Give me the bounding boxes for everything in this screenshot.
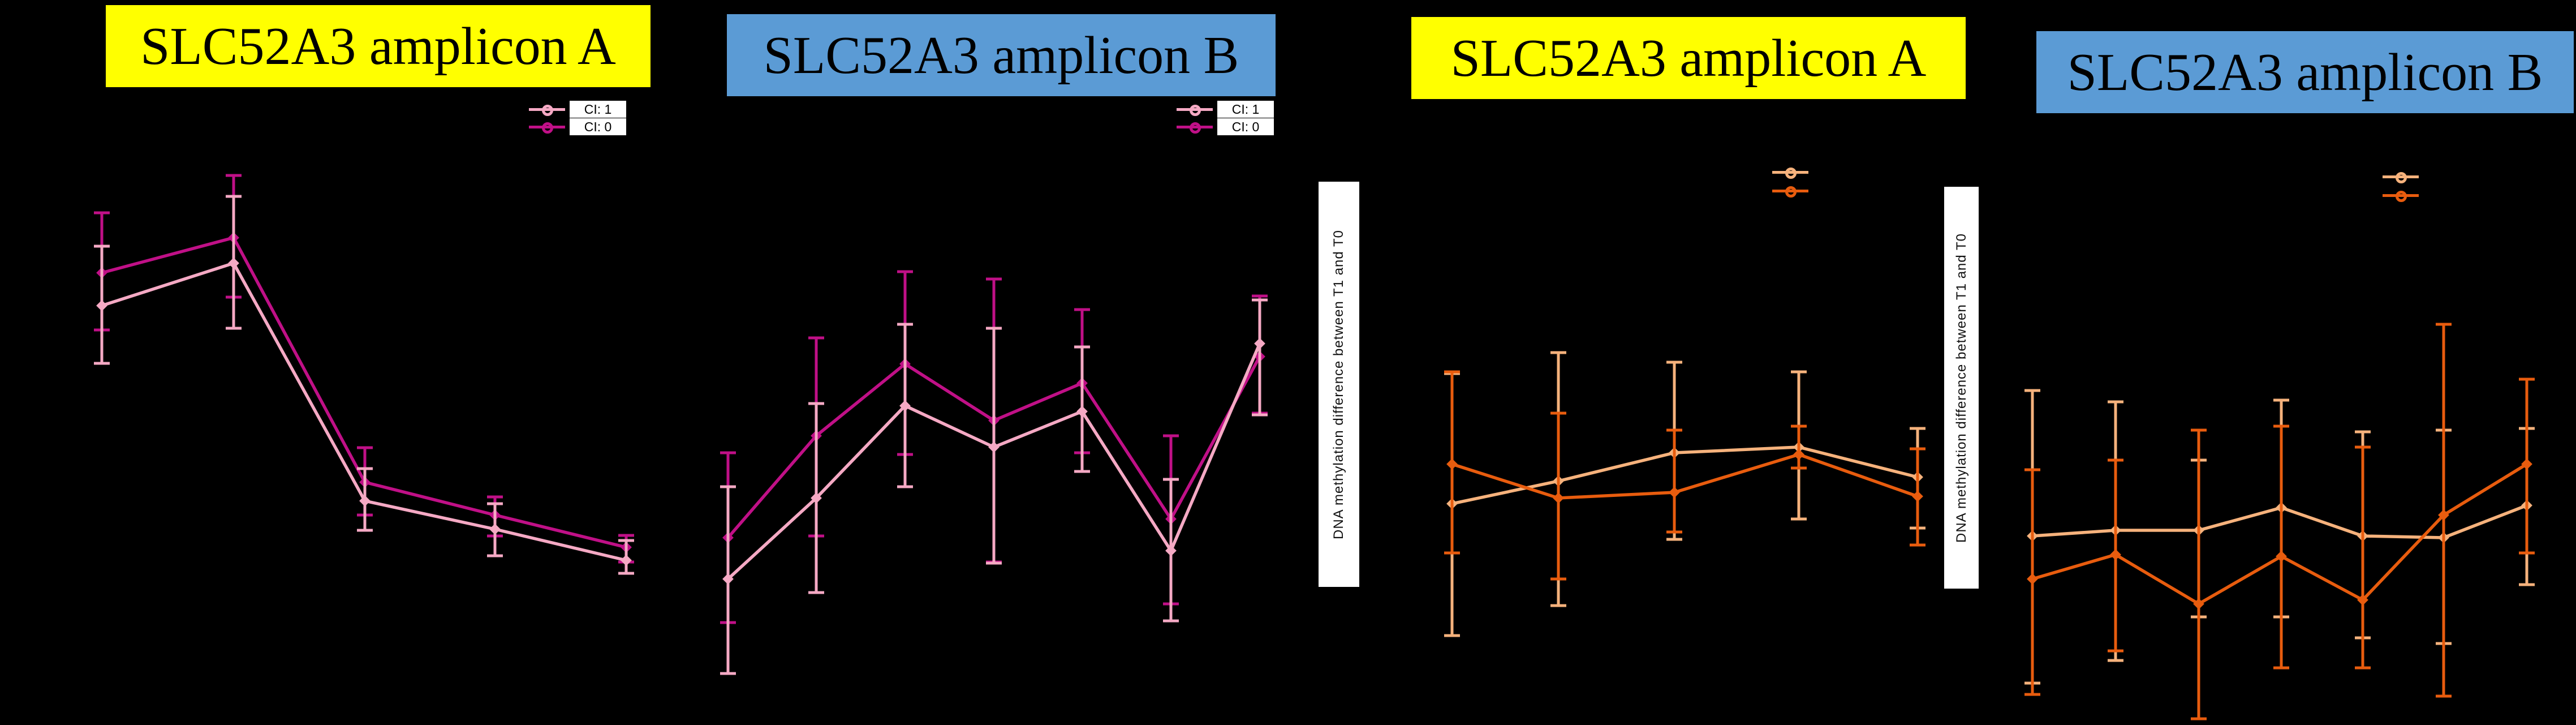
legend-line-circle-icon <box>529 118 565 135</box>
legend-label: CI: 1 <box>1217 101 1274 118</box>
panel-3-title-text: SLC52A3 amplicon A <box>1450 28 1927 88</box>
legend-line-circle-icon <box>529 101 565 118</box>
legend-label: CI: 0 <box>1217 118 1274 135</box>
panel-4-legend-entry-light <box>2383 168 2419 185</box>
panel-3-ylabel-text: DNA methylation difference between T1 an… <box>1331 229 1346 539</box>
panel-1-title: SLC52A3 amplicon A <box>106 5 651 87</box>
panel-3-legend-entry-dark <box>1772 182 1808 199</box>
legend-label: CI: 0 <box>570 118 626 135</box>
panel-4-ylabel-strip: DNA methylation difference between T1 an… <box>1944 187 1979 589</box>
panel-4-plot <box>2024 323 2535 720</box>
panel-2-title: SLC52A3 amplicon B <box>727 14 1276 96</box>
panel-4-ylabel-text: DNA methylation difference between T1 an… <box>1953 233 1969 543</box>
panel-4-legend-entry-dark <box>2383 187 2419 204</box>
legend-line-circle-icon <box>1772 164 1808 181</box>
panel-2-plot <box>720 270 1268 675</box>
panel-1-legend-entry-ci0: CI: 0 <box>529 118 626 135</box>
legend-line-circle-icon <box>1177 118 1213 135</box>
legend-line-circle-icon <box>1177 101 1213 118</box>
panel-2-legend-entry-ci1: CI: 1 <box>1177 101 1274 118</box>
panel-2-legend-entry-ci0: CI: 0 <box>1177 118 1274 135</box>
panel-1-plot <box>94 174 634 575</box>
panel-3-plot <box>1444 351 1925 637</box>
panel-1-legend-entry-ci1: CI: 1 <box>529 101 626 118</box>
panel-3-ylabel-strip: DNA methylation difference between T1 an… <box>1319 182 1359 587</box>
panel-4-title: SLC52A3 amplicon B <box>2036 31 2574 113</box>
legend-label: CI: 1 <box>570 101 626 118</box>
panel-4-title-text: SLC52A3 amplicon B <box>2067 42 2543 102</box>
panel-3-legend-entry-light <box>1772 164 1808 181</box>
legend-line-circle-icon <box>1772 182 1808 199</box>
panel-1-title-text: SLC52A3 amplicon A <box>140 16 616 76</box>
legend-line-circle-icon <box>2383 168 2419 185</box>
panel-3-title: SLC52A3 amplicon A <box>1411 17 1966 99</box>
legend-line-circle-icon <box>2383 187 2419 204</box>
panel-2-title-text: SLC52A3 amplicon B <box>763 25 1239 85</box>
